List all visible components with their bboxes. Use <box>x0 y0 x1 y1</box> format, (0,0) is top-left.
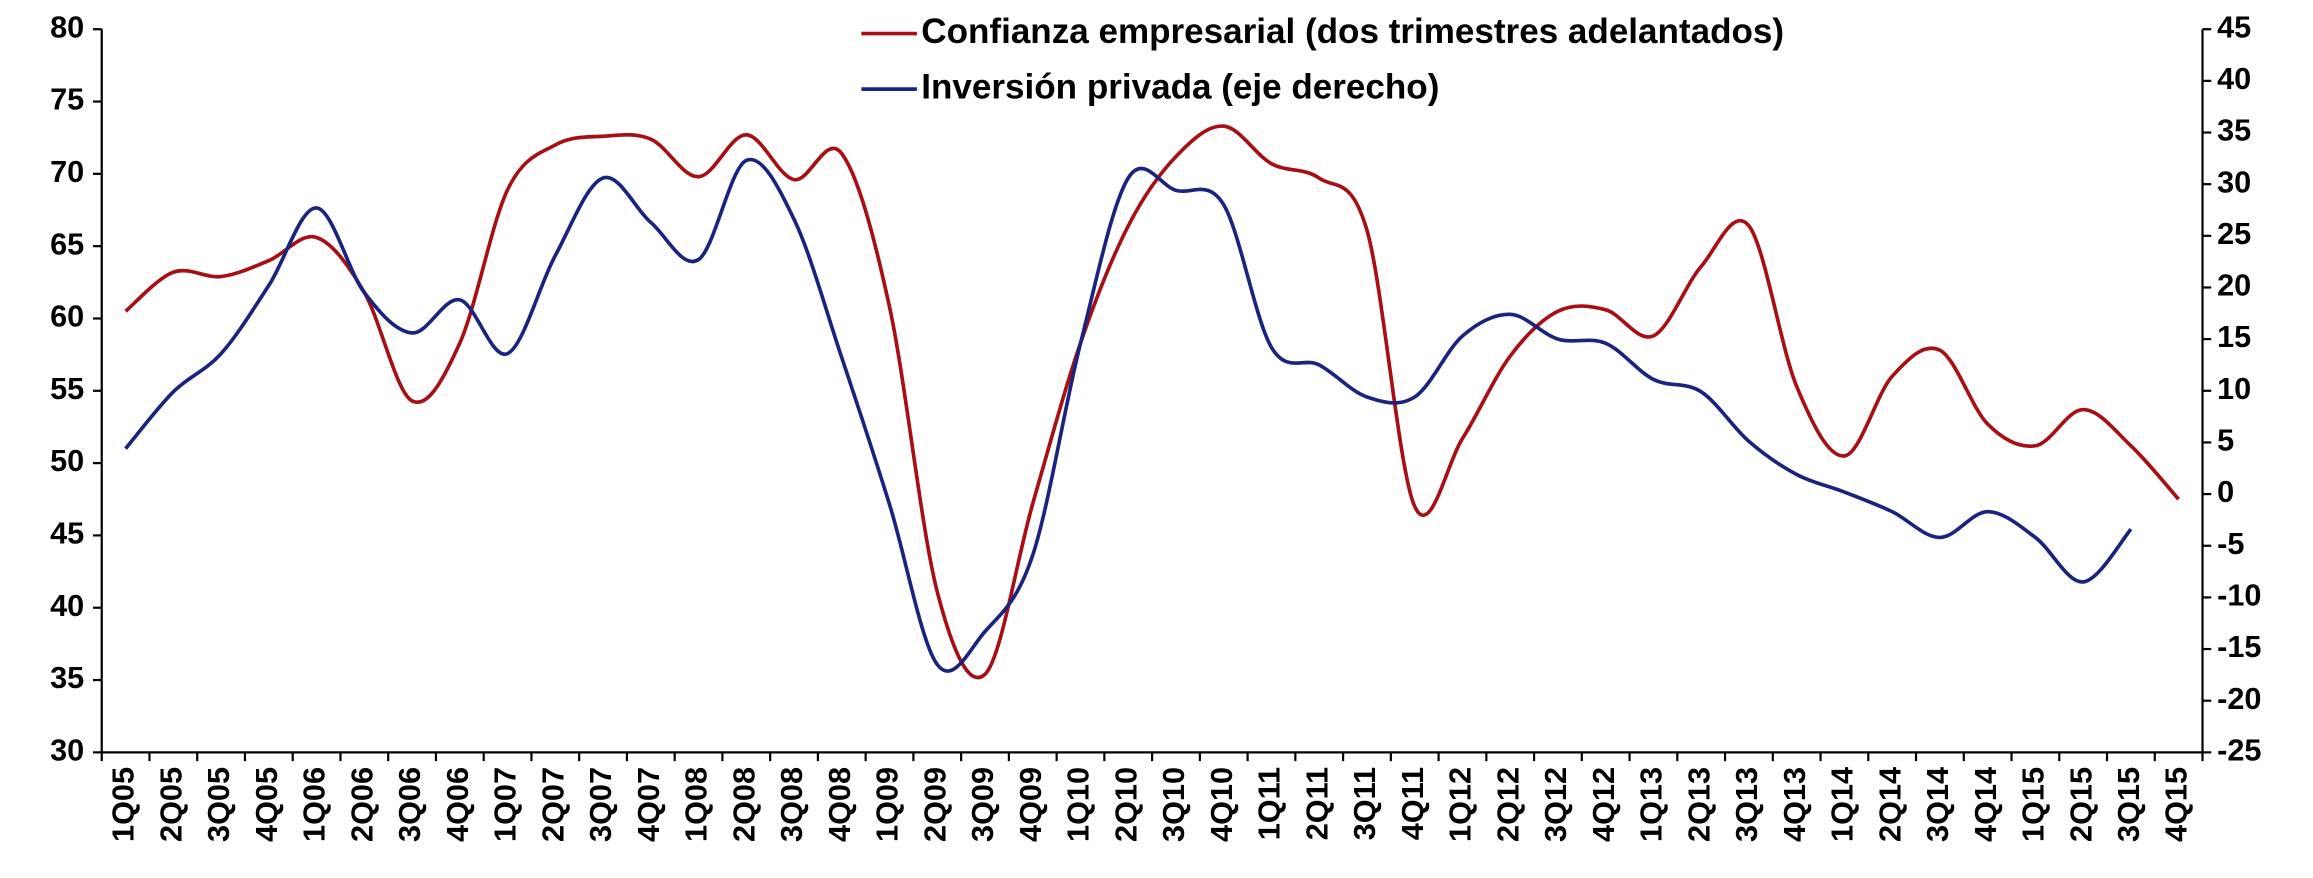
x-tick-label: 3Q08 <box>775 767 809 842</box>
y2-tick-label: 30 <box>2217 165 2251 199</box>
y2-tick-label: 0 <box>2217 475 2234 509</box>
y-tick-label: 55 <box>50 372 84 406</box>
x-tick-label: 1Q05 <box>107 767 141 842</box>
series-line <box>124 124 2180 680</box>
x-tick-label: 2Q13 <box>1682 767 1716 842</box>
y2-tick-label: -15 <box>2217 630 2261 664</box>
y2-tick-label: 5 <box>2217 424 2234 458</box>
x-tick-label: 1Q10 <box>1062 767 1096 842</box>
x-tick-label: 1Q13 <box>1635 767 1669 842</box>
x-tick-label: 3Q11 <box>1348 767 1382 840</box>
x-tick-label: 3Q07 <box>584 767 618 842</box>
x-tick-label: 4Q10 <box>1205 767 1239 842</box>
y-tick-label: 65 <box>50 227 84 261</box>
x-tick-label: 1Q07 <box>489 767 523 842</box>
y2-tick-label: 35 <box>2217 114 2251 148</box>
x-tick-label: 4Q11 <box>1396 767 1430 840</box>
y-tick-label: 60 <box>50 300 84 334</box>
x-tick-label: 2Q15 <box>2064 767 2098 842</box>
y-tick-label: 35 <box>50 661 84 695</box>
x-tick-label: 1Q09 <box>871 767 905 842</box>
x-tick-label: 2Q14 <box>1873 767 1907 842</box>
x-tick-label: 2Q06 <box>345 767 379 842</box>
x-tick-label: 2Q12 <box>1491 767 1525 842</box>
x-tick-label: 4Q05 <box>250 767 284 842</box>
x-tick-label: 2Q10 <box>1109 767 1143 842</box>
y2-tick-label: 10 <box>2217 372 2251 406</box>
x-tick-label: 2Q09 <box>918 767 952 842</box>
x-tick-label: 4Q12 <box>1587 767 1621 842</box>
x-tick-label: 1Q08 <box>680 767 714 842</box>
x-tick-label: 3Q10 <box>1157 767 1191 842</box>
x-tick-label: 3Q14 <box>1921 767 1955 842</box>
x-tick-label: 2Q07 <box>536 767 570 842</box>
y2-tick-label: -20 <box>2217 682 2261 716</box>
x-tick-label: 4Q07 <box>632 767 666 842</box>
y2-tick-label: 25 <box>2217 217 2251 251</box>
x-tick-label: 2Q11 <box>1300 767 1334 840</box>
x-tick-label: 1Q14 <box>1826 767 1860 842</box>
x-tick-label: 3Q15 <box>2112 767 2146 842</box>
x-tick-label: 2Q05 <box>154 767 188 842</box>
x-tick-label: 4Q14 <box>1969 767 2003 842</box>
x-tick-label: 3Q06 <box>393 767 427 842</box>
x-tick-label: 4Q09 <box>1014 767 1048 842</box>
y2-tick-label: 40 <box>2217 62 2251 96</box>
x-tick-label: 3Q12 <box>1539 767 1573 842</box>
y-tick-label: 45 <box>50 517 84 551</box>
legend-label: Confianza empresarial (dos trimestres ad… <box>921 12 1784 51</box>
y-tick-label: 70 <box>50 155 84 189</box>
y-tick-label: 40 <box>50 589 84 623</box>
x-tick-label: 3Q05 <box>202 767 236 842</box>
series-line <box>124 157 2133 673</box>
x-tick-label: 3Q13 <box>1730 767 1764 842</box>
y-tick-label: 80 <box>50 10 84 44</box>
x-tick-label: 4Q13 <box>1778 767 1812 842</box>
y2-tick-label: -10 <box>2217 579 2261 613</box>
y2-tick-label: 20 <box>2217 269 2251 303</box>
y-tick-label: 75 <box>50 83 84 117</box>
y2-tick-label: 15 <box>2217 320 2251 354</box>
x-tick-label: 1Q15 <box>2017 767 2051 842</box>
x-tick-label: 4Q06 <box>441 767 475 842</box>
x-tick-label: 4Q08 <box>823 767 857 842</box>
y2-tick-label: 45 <box>2217 10 2251 44</box>
x-tick-label: 3Q09 <box>966 767 1000 842</box>
x-tick-label: 4Q15 <box>2160 767 2194 842</box>
y-tick-label: 30 <box>50 733 84 767</box>
x-tick-label: 1Q06 <box>298 767 332 842</box>
y-tick-label: 50 <box>50 444 84 478</box>
x-tick-label: 2Q08 <box>727 767 761 842</box>
x-tick-label: 1Q11 <box>1253 767 1287 840</box>
x-tick-label: 1Q12 <box>1444 767 1478 842</box>
y2-tick-label: -5 <box>2217 527 2244 561</box>
legend-label: Inversión privada (eje derecho) <box>921 67 1439 106</box>
y2-tick-label: -25 <box>2217 733 2261 767</box>
